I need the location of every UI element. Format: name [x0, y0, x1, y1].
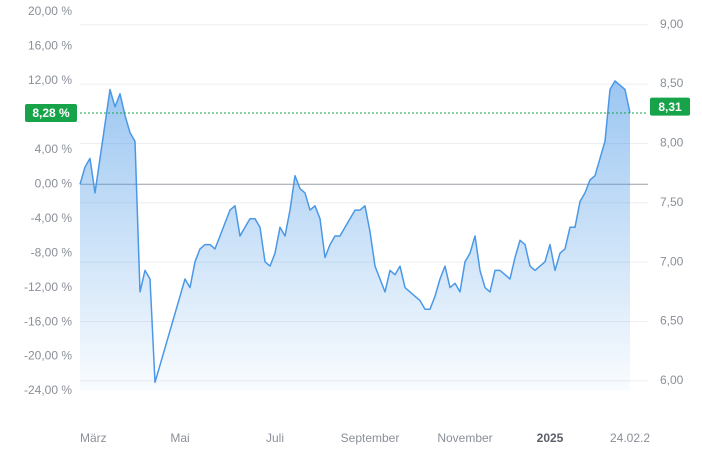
price-badge: [650, 97, 690, 116]
x-tick-label: März: [80, 431, 107, 445]
y2-tick-label: 7,50: [660, 195, 684, 209]
y2-tick-label: 6,50: [660, 314, 684, 328]
x-tick-label: 2025: [537, 431, 564, 445]
y-tick-label: -20,00 %: [24, 349, 72, 363]
y-tick-label: 20,00 %: [28, 4, 72, 18]
y-tick-label: -4,00 %: [31, 211, 73, 225]
y-tick-label: 0,00 %: [35, 176, 73, 190]
y2-tick-label: 9,00: [660, 17, 684, 31]
x-tick-label: 24.02.2: [610, 431, 650, 445]
price-badge-label: 8,31: [658, 100, 682, 114]
x-tick-label: Juli: [266, 431, 284, 445]
change-badge-label: 8,28 %: [32, 106, 70, 120]
x-tick-label: Mai: [170, 431, 189, 445]
change-badge: [25, 103, 77, 122]
x-tick-label: November: [437, 431, 492, 445]
y2-tick-label: 7,00: [660, 254, 684, 268]
y-tick-label: -12,00 %: [24, 280, 72, 294]
y2-tick-label: 8,50: [660, 76, 684, 90]
y-tick-label: 4,00 %: [35, 142, 73, 156]
y-tick-label: 16,00 %: [28, 39, 72, 53]
y-tick-label: -8,00 %: [31, 245, 73, 259]
y-tick-label: 12,00 %: [28, 73, 72, 87]
x-tick-label: September: [341, 431, 400, 445]
y-tick-label: -16,00 %: [24, 314, 72, 328]
y-tick-label: -24,00 %: [24, 383, 72, 397]
y2-tick-label: 8,00: [660, 136, 684, 150]
price-line: [79, 80, 631, 384]
area-fill: [80, 80, 630, 392]
y2-tick-label: 6,00: [660, 373, 684, 387]
